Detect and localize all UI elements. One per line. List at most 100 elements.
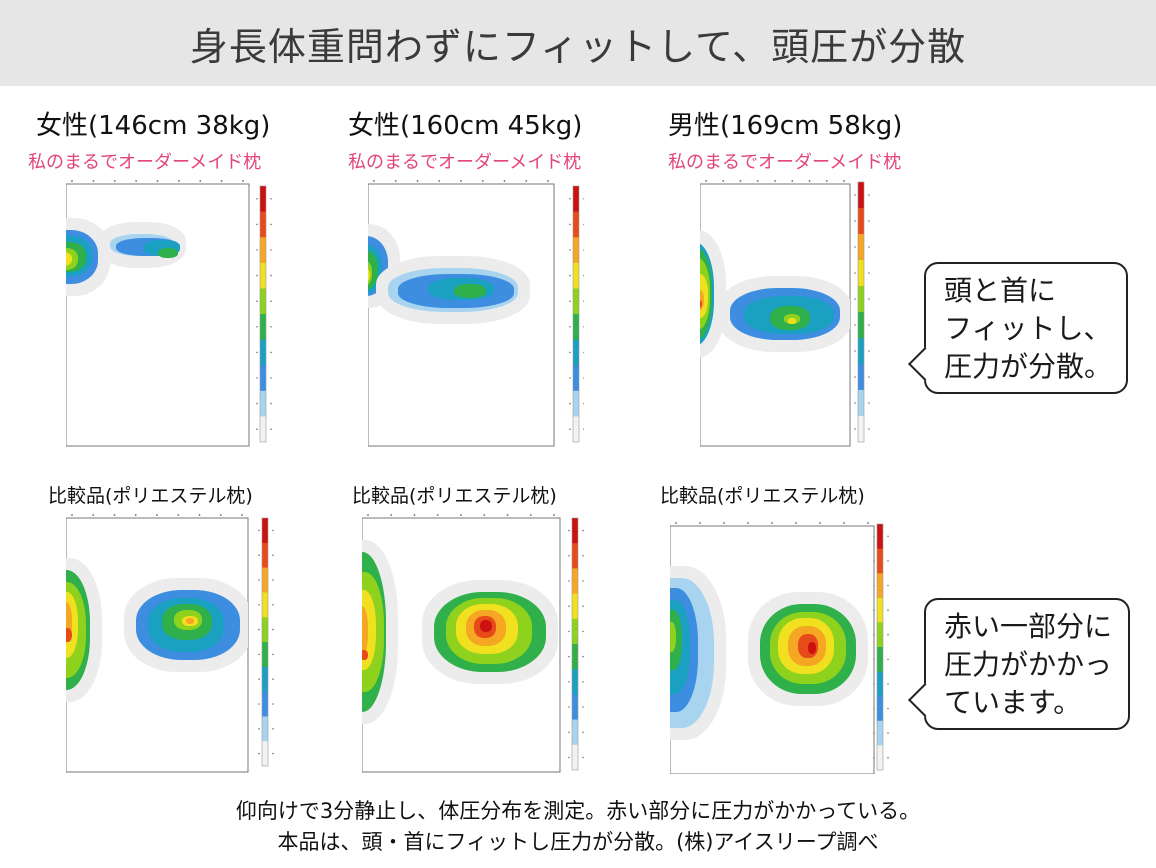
heatmap-tick [675, 522, 677, 524]
color-scale-tick [854, 246, 856, 248]
color-scale-segment [260, 237, 266, 264]
heatmap-tick [756, 180, 759, 182]
color-scale-segment [262, 716, 268, 742]
color-scale-segment [260, 288, 266, 315]
heatmap-tick [705, 180, 707, 182]
heatmap-tick [774, 180, 776, 182]
footer-note-1: 仰向けで3分静止し、体圧分布を測定。赤い部分に圧力がかかっている。 [235, 799, 921, 823]
heatmap-tick [739, 180, 742, 182]
color-scale-tick [868, 350, 870, 352]
color-scale-tick [569, 274, 571, 277]
heatmap-tick [156, 180, 159, 182]
comparison-label-3: 比較品(ポリエステル枕) [660, 485, 865, 507]
bubble-tail [908, 347, 942, 381]
color-scale-tick [568, 555, 570, 557]
heatmap-tick [198, 514, 201, 516]
color-scale-tick [569, 351, 571, 354]
color-scale-tick [568, 756, 570, 759]
heatmap-tick [795, 522, 797, 524]
color-scale-segment [572, 618, 578, 645]
color-scale-segment [260, 211, 266, 238]
color-scale-segment [858, 260, 864, 287]
heatmap-tick [547, 180, 549, 182]
heatmap-tick [242, 180, 244, 182]
color-scale-tick [270, 300, 272, 302]
title-banner: 身長体重問わずにフィットして、頭圧が分散 [0, 0, 1156, 86]
color-scale-tick [272, 728, 274, 730]
speech-bubble-product: 頭と首に フィットし、 圧力が分散。 [908, 262, 1128, 394]
pressure-map-comparison-2 [362, 514, 584, 773]
color-scale-segment [877, 647, 883, 673]
color-scale-tick [583, 223, 584, 226]
heatmap-tick [843, 180, 845, 182]
color-scale-tick [873, 584, 875, 587]
color-scale-segment [573, 390, 579, 417]
color-scale-segment [573, 211, 579, 238]
bubble-line: 頭と首に [944, 274, 1057, 307]
color-scale-frame [261, 517, 269, 767]
heatmap-tick [416, 180, 419, 182]
color-scale-tick [272, 752, 274, 755]
pressure-map-product-3 [700, 180, 870, 447]
color-scale-tick [256, 428, 258, 430]
heatmap-tick [71, 514, 73, 516]
color-scale-segment [572, 719, 578, 746]
color-scale-segment [572, 744, 578, 771]
color-scale-tick [256, 351, 258, 354]
heatmap-tick [92, 180, 95, 182]
color-scale-tick [583, 326, 584, 328]
color-scale-tick [887, 584, 889, 587]
color-scale-tick [868, 194, 870, 196]
bubble-tail [908, 683, 942, 717]
heatmap-tick [71, 180, 73, 182]
color-scale-tick [868, 246, 870, 248]
pressure-region-head [66, 628, 72, 642]
color-scale-frame [857, 181, 865, 443]
heatmap-tick [553, 514, 555, 516]
heatmap-tick [373, 180, 375, 182]
color-scale-tick [582, 731, 584, 733]
color-scale-segment [858, 182, 864, 209]
color-scale-tick [270, 402, 272, 405]
heatmap-tick [771, 522, 773, 524]
color-scale-tick [272, 628, 274, 631]
color-scale-segment [573, 237, 579, 264]
heatmap-tick [413, 514, 416, 516]
color-scale-tick [270, 223, 272, 226]
subject-title-2: 女性(160cm 45kg) [348, 111, 583, 141]
heatmap-tick [177, 180, 180, 182]
color-scale-tick [873, 560, 875, 562]
heatmap-tick [819, 522, 821, 524]
heatmap-tick [843, 522, 845, 524]
heatmap-tick [791, 180, 794, 182]
pressure-region-head [670, 622, 676, 652]
color-scale-segment [573, 314, 579, 341]
color-scale-tick [582, 630, 584, 633]
heatmap-tick [438, 180, 441, 182]
bubble-line: フィットし、 [944, 312, 1112, 345]
heatmap-tick [699, 522, 701, 524]
color-scale-tick [582, 555, 584, 557]
heatmap-tick [390, 514, 393, 516]
color-scale-tick [873, 658, 875, 661]
heatmap-blobs [700, 230, 850, 358]
color-scale-tick [258, 653, 260, 656]
color-scale-tick [582, 529, 584, 532]
comparison-label-2: 比較品(ポリエステル枕) [352, 485, 557, 507]
color-scale-segment [877, 548, 883, 574]
color-scale-tick [258, 628, 260, 631]
color-scale-tick [569, 377, 571, 379]
color-scale-tick [568, 529, 570, 532]
color-scale-tick [569, 428, 571, 430]
color-scale-tick [256, 198, 258, 200]
color-scale-tick [258, 579, 260, 581]
heatmap-blobs [66, 558, 248, 702]
color-scale-frame [876, 523, 884, 771]
color-scale-segment [260, 339, 266, 366]
color-scale-tick [256, 223, 258, 226]
pressure-map-comparison-3 [670, 522, 889, 774]
bubble-line: 赤い一部分に [944, 610, 1113, 643]
heatmap-tick [219, 514, 222, 516]
bubble-line: ています。 [944, 686, 1082, 719]
color-scale-tick [583, 351, 584, 354]
